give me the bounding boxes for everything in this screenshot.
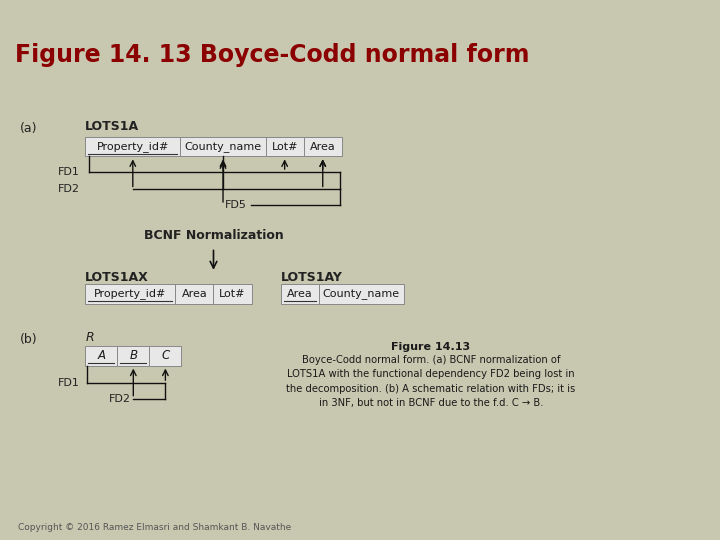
Text: Area: Area (287, 289, 312, 299)
Text: Property_id#: Property_id# (94, 288, 166, 300)
Bar (281, 285, 319, 303)
Bar (117, 346, 149, 366)
Text: (b): (b) (20, 333, 37, 346)
Text: B: B (130, 349, 138, 362)
Text: LOTS1AY: LOTS1AY (281, 271, 343, 284)
Bar (85, 137, 181, 157)
Bar (214, 285, 251, 303)
Text: LOTS1AX: LOTS1AX (85, 271, 149, 284)
Text: County_name: County_name (184, 141, 261, 152)
Bar (85, 285, 176, 303)
Bar (304, 137, 342, 157)
Text: FD5: FD5 (225, 200, 247, 210)
Bar (266, 137, 304, 157)
Text: FD2: FD2 (109, 394, 131, 403)
Text: County_name: County_name (323, 288, 400, 300)
Text: Figure 14. 13 Boyce-Codd normal form: Figure 14. 13 Boyce-Codd normal form (15, 43, 530, 67)
Text: Lot#: Lot# (271, 142, 298, 152)
Text: (a): (a) (20, 122, 37, 134)
Text: LOTS1A: LOTS1A (85, 120, 140, 133)
Text: BCNF Normalization: BCNF Normalization (143, 230, 284, 242)
Text: Property_id#: Property_id# (96, 141, 169, 152)
Bar (149, 346, 181, 366)
Text: FD1: FD1 (58, 378, 80, 388)
Text: FD2: FD2 (58, 185, 80, 194)
Text: Copyright © 2016 Ramez Elmasri and Shamkant B. Navathe: Copyright © 2016 Ramez Elmasri and Shamk… (18, 523, 292, 532)
Text: A: A (97, 349, 105, 362)
Text: Area: Area (181, 289, 207, 299)
Text: FD1: FD1 (58, 167, 80, 177)
Bar (319, 285, 404, 303)
Text: Boyce-Codd normal form. (a) BCNF normalization of
LOTS1A with the functional dep: Boyce-Codd normal form. (a) BCNF normali… (287, 355, 575, 408)
Text: Figure 14.13: Figure 14.13 (392, 342, 471, 353)
Bar (181, 137, 266, 157)
Text: Area: Area (310, 142, 336, 152)
Text: Lot#: Lot# (220, 289, 246, 299)
Text: C: C (161, 349, 169, 362)
Text: R: R (85, 331, 94, 344)
Bar (85, 346, 117, 366)
Bar (176, 285, 214, 303)
